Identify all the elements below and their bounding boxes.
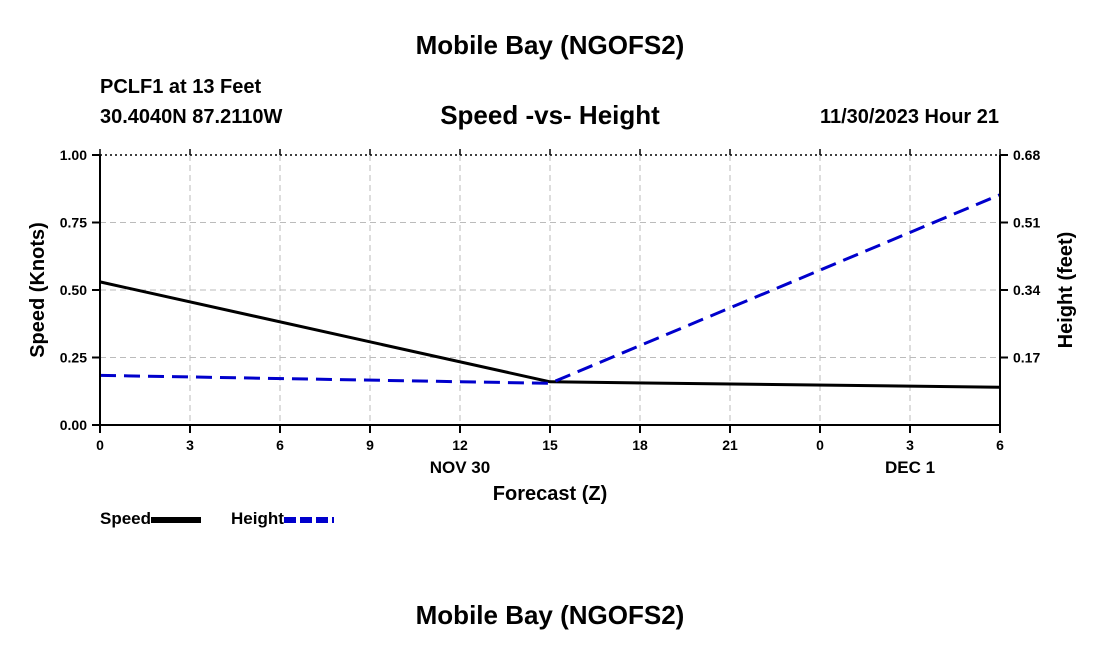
y-tick-label: 0.75: [60, 215, 87, 231]
y-axis-title: Speed (Knots): [27, 222, 49, 358]
y-tick-label: 0.25: [60, 350, 87, 366]
x-date-label: NOV 30: [430, 458, 490, 477]
y2-tick-label: 0.34: [1013, 282, 1040, 298]
x-tick-label: 6: [276, 437, 284, 453]
coordinates-label: 30.4040N 87.2110W: [100, 106, 283, 128]
legend-swatch-speed: [151, 516, 202, 523]
y2-tick-label: 0.17: [1013, 350, 1040, 366]
y-tick-label: 1.00: [60, 147, 87, 163]
series-line-speed: [99, 280, 1001, 389]
x-axis-title: Forecast (Z): [493, 483, 607, 505]
y2-tick-label: 0.68: [1013, 147, 1040, 163]
datetime-label: 11/30/2023 Hour 21: [819, 106, 999, 128]
bottom-title: Mobile Bay (NGOFS2): [415, 600, 685, 630]
station-label: PCLF1 at 13 Feet: [100, 76, 262, 98]
x-tick-label: 18: [632, 437, 648, 453]
axis-labels: 0 3 6 9 12 15 18 21 0 3 6 NOV 30 DEC 1 0.00 0.25 0.50 0.…: [27, 147, 1077, 505]
series-line-height: [99, 193, 1001, 385]
legend-height: Height: [231, 509, 336, 529]
series-lines: [99, 193, 1001, 389]
x-tick-label: 3: [186, 437, 194, 453]
legend-label-height: Height: [231, 509, 284, 528]
x-tick-label: 21: [722, 437, 738, 453]
x-tick-label: 6: [996, 437, 1004, 453]
y2-axis-title: Height (feet): [1055, 232, 1077, 349]
x-tick-label: 15: [542, 437, 558, 453]
x-tick-label: 0: [96, 437, 104, 453]
x-date-label: DEC 1: [885, 458, 935, 477]
x-tick-label: 9: [366, 437, 374, 453]
axes: [92, 149, 1008, 433]
y-tick-label: 0.00: [60, 417, 87, 433]
x-tick-label: 0: [816, 437, 824, 453]
legend-speed: Speed: [100, 509, 203, 529]
x-tick-label: 3: [906, 437, 914, 453]
legend-label-speed: Speed: [100, 509, 152, 528]
x-tick-label: 12: [452, 437, 468, 453]
legend-swatch-height: [283, 516, 334, 523]
chart-subtitle: Speed -vs- Height: [440, 100, 660, 130]
y-tick-label: 0.50: [60, 282, 87, 298]
y2-tick-label: 0.51: [1013, 215, 1040, 231]
main-title: Mobile Bay (NGOFS2): [415, 30, 685, 60]
